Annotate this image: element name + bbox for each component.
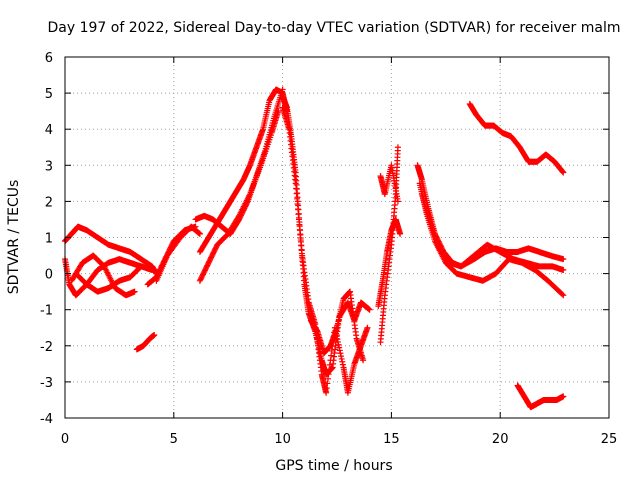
y-tick-label: 4 — [45, 123, 53, 138]
data-layer — [62, 86, 567, 411]
x-tick-label: 10 — [274, 432, 291, 447]
data-point — [149, 266, 156, 273]
data-point — [334, 338, 341, 345]
data-point — [339, 361, 346, 368]
data-point — [298, 242, 305, 249]
y-tick-label: 5 — [45, 87, 53, 102]
y-tick-label: 2 — [45, 195, 53, 210]
data-point — [560, 292, 567, 299]
data-point — [297, 237, 304, 244]
data-point — [559, 168, 566, 175]
data-point — [296, 226, 303, 233]
data-point — [337, 350, 344, 357]
data-point — [297, 231, 304, 238]
series-track-7 — [153, 223, 203, 284]
data-point — [559, 291, 566, 298]
data-point — [293, 190, 300, 197]
data-point — [397, 230, 404, 237]
y-tick-label: -2 — [40, 340, 53, 355]
data-point — [294, 195, 301, 202]
x-tick-label: 5 — [170, 432, 178, 447]
data-point — [293, 185, 300, 192]
x-tick-label: 20 — [492, 432, 509, 447]
y-tick-label: 6 — [45, 51, 53, 66]
grid-layer — [65, 57, 609, 418]
y-tick-label: -3 — [40, 376, 53, 391]
x-tick-label: 0 — [61, 432, 69, 447]
y-axis-label: SDTVAR / TECUs — [6, 180, 22, 295]
data-point — [328, 347, 335, 354]
y-tick-label: -4 — [40, 412, 53, 427]
x-tick-label: 15 — [383, 432, 400, 447]
data-point — [196, 230, 203, 237]
data-point — [339, 358, 346, 365]
y-tick-label: -1 — [40, 304, 53, 319]
series-track-16 — [377, 162, 401, 205]
x-axis-label: GPS time / hours — [275, 458, 392, 474]
data-point — [338, 355, 345, 362]
data-point — [323, 389, 330, 396]
data-point — [324, 375, 331, 382]
data-point — [560, 393, 567, 400]
x-tick-label: 25 — [601, 432, 618, 447]
series-track-10 — [196, 108, 282, 284]
data-point — [151, 331, 158, 338]
data-point — [327, 357, 334, 364]
data-point — [394, 198, 401, 205]
data-point — [326, 361, 333, 368]
data-point — [275, 108, 282, 115]
series-track-17 — [414, 162, 567, 270]
data-point — [138, 263, 145, 270]
data-point — [328, 352, 335, 359]
data-point — [364, 324, 371, 331]
data-point — [296, 221, 303, 228]
data-point — [560, 256, 567, 263]
data-point — [294, 206, 301, 213]
series-track-20 — [466, 100, 567, 176]
data-point — [323, 385, 330, 392]
series-track-21 — [514, 382, 567, 411]
y-tick-label: 0 — [45, 268, 53, 283]
chart-title: Day 197 of 2022, Sidereal Day-to-day VTE… — [48, 20, 621, 36]
y-tick-label: 1 — [45, 232, 53, 247]
data-point — [366, 306, 373, 313]
data-point — [560, 169, 567, 176]
data-point — [560, 266, 567, 273]
series-track-13 — [307, 288, 367, 364]
data-point — [292, 180, 299, 187]
series-track-19 — [418, 191, 567, 273]
data-point — [294, 200, 301, 207]
series-track-12 — [279, 104, 371, 396]
data-point — [360, 357, 367, 364]
data-point — [336, 344, 343, 351]
ticks-layer: 0 5 10 15 20 25 -4 -3 -2 -1 0 1 2 3 4 5 6 — [40, 51, 617, 447]
data-point — [324, 380, 331, 387]
data-point — [394, 144, 401, 151]
series-track-4 — [72, 263, 145, 295]
data-point — [137, 264, 144, 271]
data-point — [298, 247, 305, 254]
data-point — [279, 86, 286, 93]
data-point — [131, 288, 138, 295]
data-point — [295, 211, 302, 218]
data-point — [295, 216, 302, 223]
y-tick-label: 3 — [45, 159, 53, 174]
series-track-5 — [133, 331, 158, 353]
data-point — [326, 366, 333, 373]
series-track-6 — [144, 223, 199, 288]
series-track-3 — [68, 252, 138, 299]
data-point — [338, 353, 345, 360]
data-point — [325, 371, 332, 378]
data-point — [335, 341, 342, 348]
data-point — [336, 347, 343, 354]
